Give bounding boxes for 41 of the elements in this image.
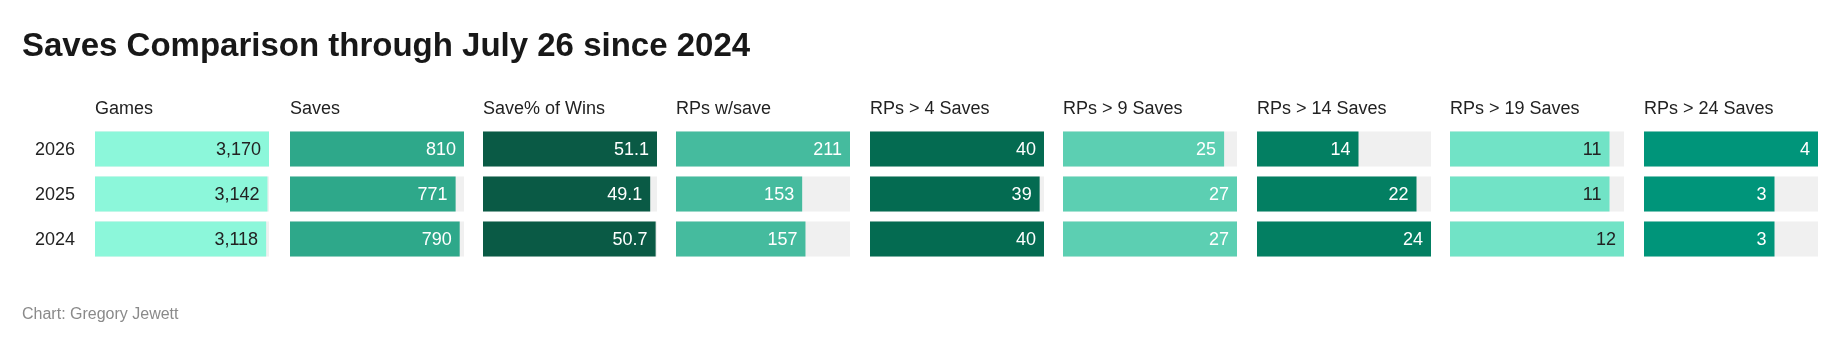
data-label: 157 xyxy=(767,229,798,249)
x-axis-title: RPs > 4 Saves xyxy=(870,97,990,118)
data-label: 11 xyxy=(1582,184,1602,204)
x-axis-title: Games xyxy=(95,97,154,118)
data-label: 50.7 xyxy=(612,229,648,249)
data-label: 771 xyxy=(417,184,448,204)
data-label: 810 xyxy=(425,139,456,159)
data-label: 3 xyxy=(1756,184,1767,204)
y-tick-label: 2024 xyxy=(34,229,75,249)
x-axis-title: RPs > 14 Saves xyxy=(1257,97,1387,118)
data-label: 3,170 xyxy=(215,139,261,159)
data-label: 3,118 xyxy=(214,229,259,249)
data-label: 3,142 xyxy=(214,184,260,204)
y-tick-label: 2026 xyxy=(34,139,75,159)
data-label: 27 xyxy=(1208,184,1229,204)
x-axis-title: RPs > 9 Saves xyxy=(1063,97,1183,118)
x-axis-title: Save% of Wins xyxy=(483,97,606,118)
x-axis-title: RPs w/save xyxy=(676,97,772,118)
data-label: 24 xyxy=(1402,229,1423,249)
data-label: 790 xyxy=(421,229,452,249)
x-axis-title: Saves xyxy=(290,97,341,118)
data-label: 3 xyxy=(1756,229,1767,249)
data-label: 211 xyxy=(813,139,842,159)
data-label: 25 xyxy=(1196,139,1217,159)
x-axis-title: RPs > 24 Saves xyxy=(1644,97,1774,118)
data-label: 40 xyxy=(1015,139,1036,159)
text: Saves Comparison through July 26 since 2024 xyxy=(22,26,751,64)
data-label: 40 xyxy=(1015,229,1036,249)
data-label: 51.1 xyxy=(613,139,649,159)
x-axis-title: RPs > 19 Saves xyxy=(1450,97,1580,118)
data-label: 153 xyxy=(764,184,795,204)
data-label: 49.1 xyxy=(607,184,643,204)
data-label: 39 xyxy=(1011,184,1032,204)
text: Chart: Gregory Jewett xyxy=(22,305,179,323)
data-label: 22 xyxy=(1388,184,1409,204)
data-label: 12 xyxy=(1595,229,1616,249)
y-tick-label: 2025 xyxy=(34,184,75,204)
data-label: 11 xyxy=(1582,139,1602,159)
data-label: 4 xyxy=(1799,139,1810,159)
data-label: 27 xyxy=(1208,229,1229,249)
data-label: 14 xyxy=(1330,139,1351,159)
